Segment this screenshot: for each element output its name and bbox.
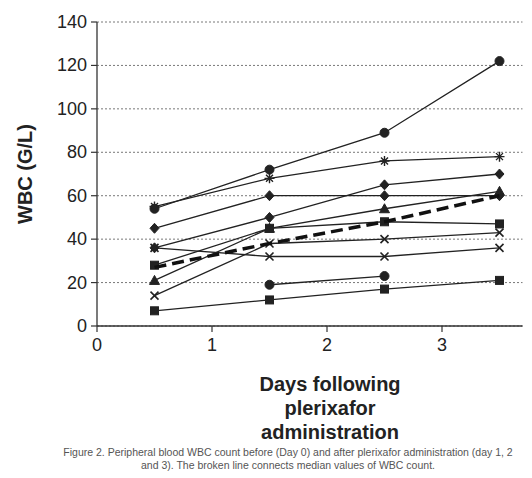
marker [265, 173, 275, 183]
y-tick [91, 65, 97, 66]
marker [380, 180, 389, 190]
marker [496, 220, 504, 228]
series-line [155, 61, 500, 209]
y-tick-label: 100 [57, 99, 87, 119]
marker [266, 224, 274, 232]
series-line [155, 248, 500, 257]
series-line [155, 196, 500, 268]
marker [495, 169, 504, 179]
chart: 0 20 40 60 80 100 120 140 0 1 2 3 WBC (G/L) [0, 0, 532, 478]
marker [495, 152, 505, 162]
marker [150, 275, 160, 284]
marker [381, 253, 389, 261]
caption: Figure 2. Peripheral blood WBC count bef… [58, 446, 518, 472]
marker [266, 253, 274, 261]
marker [495, 57, 504, 66]
marker [380, 128, 389, 137]
series-line [155, 174, 500, 248]
y-tick-label: 80 [67, 142, 87, 162]
y-tick [91, 152, 97, 153]
marker [496, 244, 504, 252]
y-tick [91, 108, 97, 109]
marker [495, 186, 505, 195]
marker [150, 202, 160, 212]
marker [150, 223, 159, 233]
grid-line [97, 152, 523, 153]
marker [380, 272, 389, 281]
series-line [155, 280, 500, 310]
marker [266, 296, 274, 304]
marker [151, 307, 159, 315]
grid-line [97, 108, 523, 109]
marker [380, 191, 389, 201]
x-tick-label: 3 [437, 335, 447, 355]
grid-line [97, 22, 523, 23]
y-axis [96, 22, 97, 326]
plot-area [150, 57, 505, 315]
x-axis-label: Days following plerixafor administration [215, 372, 445, 444]
y-tick [91, 239, 97, 240]
series-line [270, 276, 385, 285]
marker [265, 280, 274, 289]
y-tick [91, 325, 97, 326]
y-tick-label: 140 [57, 12, 87, 32]
marker [381, 235, 389, 243]
marker [265, 191, 274, 201]
marker [151, 244, 159, 252]
grid-line [97, 239, 523, 240]
x-tick-label: 1 [207, 335, 217, 355]
x-tick [326, 326, 327, 332]
y-axis-label: WBC (G/L) [14, 124, 36, 224]
series-line [155, 233, 500, 296]
marker [496, 229, 504, 237]
marker [265, 212, 274, 222]
y-tick-label: 120 [57, 55, 87, 75]
marker [496, 276, 504, 284]
y-tick-label: 20 [67, 273, 87, 293]
grid-line [97, 65, 523, 66]
marker [151, 292, 159, 300]
grid-line [97, 326, 523, 327]
series-line [155, 222, 500, 265]
x-tick [441, 326, 442, 332]
y-tick-label: 40 [67, 229, 87, 249]
x-tick-label: 0 [92, 335, 102, 355]
marker [265, 165, 274, 174]
marker [265, 223, 275, 232]
y-tick [91, 195, 97, 196]
y-tick [91, 282, 97, 283]
marker [380, 156, 390, 166]
y-tick [91, 21, 97, 22]
x-tick-label: 2 [322, 335, 332, 355]
y-tick-label: 0 [77, 316, 87, 336]
x-tick [211, 326, 212, 332]
x-axis [97, 325, 523, 326]
y-tick-label: 60 [67, 186, 87, 206]
x-tick [96, 326, 97, 332]
marker [380, 204, 390, 213]
marker [381, 285, 389, 293]
